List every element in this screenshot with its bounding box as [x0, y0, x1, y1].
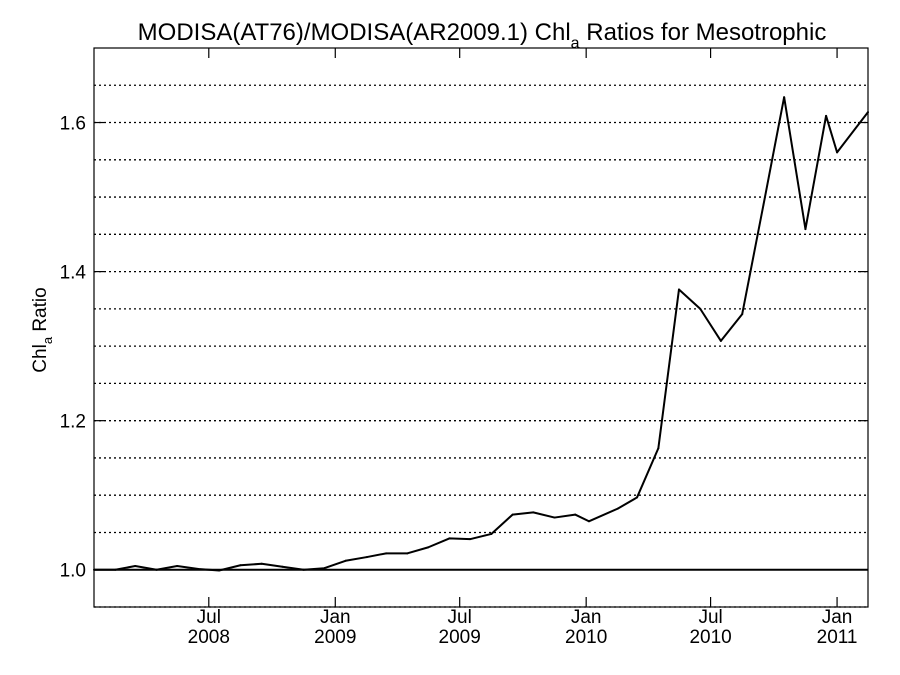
- data-point: [762, 203, 765, 206]
- data-point: [260, 562, 263, 565]
- x-tick-year-label: 2008: [188, 627, 230, 648]
- data-point: [448, 537, 451, 540]
- data-point: [176, 565, 179, 568]
- data-point: [657, 447, 660, 450]
- data-point: [281, 565, 284, 568]
- data-point: [134, 565, 137, 568]
- data-point: [218, 569, 221, 572]
- x-tick-month-label: Jan: [822, 607, 853, 628]
- data-point: [532, 511, 535, 514]
- x-tick-month-label: Jul: [197, 607, 221, 628]
- x-tick-year-label: 2010: [565, 627, 607, 648]
- data-point: [344, 559, 347, 562]
- data-point: [323, 567, 326, 570]
- x-tick-month-label: Jul: [448, 607, 472, 628]
- data-point: [239, 564, 242, 567]
- plot-frame: [93, 47, 869, 608]
- y-tick-label: 1.6: [60, 114, 86, 135]
- x-tick-year-label: 2009: [439, 627, 481, 648]
- data-point: [699, 307, 702, 310]
- data-point: [427, 546, 430, 549]
- y-tick-label: 1.2: [60, 412, 86, 433]
- y-tick-label: 1.0: [60, 561, 86, 582]
- data-point: [677, 288, 680, 291]
- data-point: [616, 507, 619, 510]
- x-tick-year-label: 2011: [817, 627, 858, 648]
- data-point: [114, 568, 117, 571]
- data-point: [783, 96, 786, 99]
- data-point: [719, 339, 722, 342]
- x-tick-year-label: 2009: [314, 627, 356, 648]
- data-point: [197, 567, 200, 570]
- data-point: [469, 538, 472, 541]
- data-point: [741, 313, 744, 316]
- data-point: [636, 496, 639, 499]
- x-tick-month-label: Jan: [571, 607, 602, 628]
- y-tick-label: 1.4: [60, 263, 87, 284]
- data-point: [574, 513, 577, 516]
- data-point: [804, 228, 807, 231]
- x-tick-month-label: Jan: [320, 607, 351, 628]
- data-point: [511, 513, 514, 516]
- data-point: [490, 532, 493, 535]
- data-point: [836, 151, 839, 154]
- gridlines: [94, 84, 868, 608]
- data-point: [553, 516, 556, 519]
- x-tick-year-label: 2010: [689, 627, 731, 648]
- data-point: [365, 556, 368, 559]
- data-point: [302, 568, 305, 571]
- data-point: [385, 552, 388, 555]
- chart-title: MODISA(AT76)/MODISA(AR2009.1) Chla Ratio…: [138, 19, 827, 52]
- series-line: [94, 96, 869, 572]
- data-point: [155, 568, 158, 571]
- data-point: [825, 114, 828, 117]
- data-point: [587, 520, 590, 523]
- data-points: [93, 96, 869, 572]
- data-point: [406, 552, 409, 555]
- y-axis-label: Chla Ratio: [30, 287, 55, 372]
- x-tick-month-label: Jul: [698, 607, 722, 628]
- axis-ticks: 1.01.21.41.6Jul2008Jan2009Jul2009Jan2010…: [60, 48, 868, 648]
